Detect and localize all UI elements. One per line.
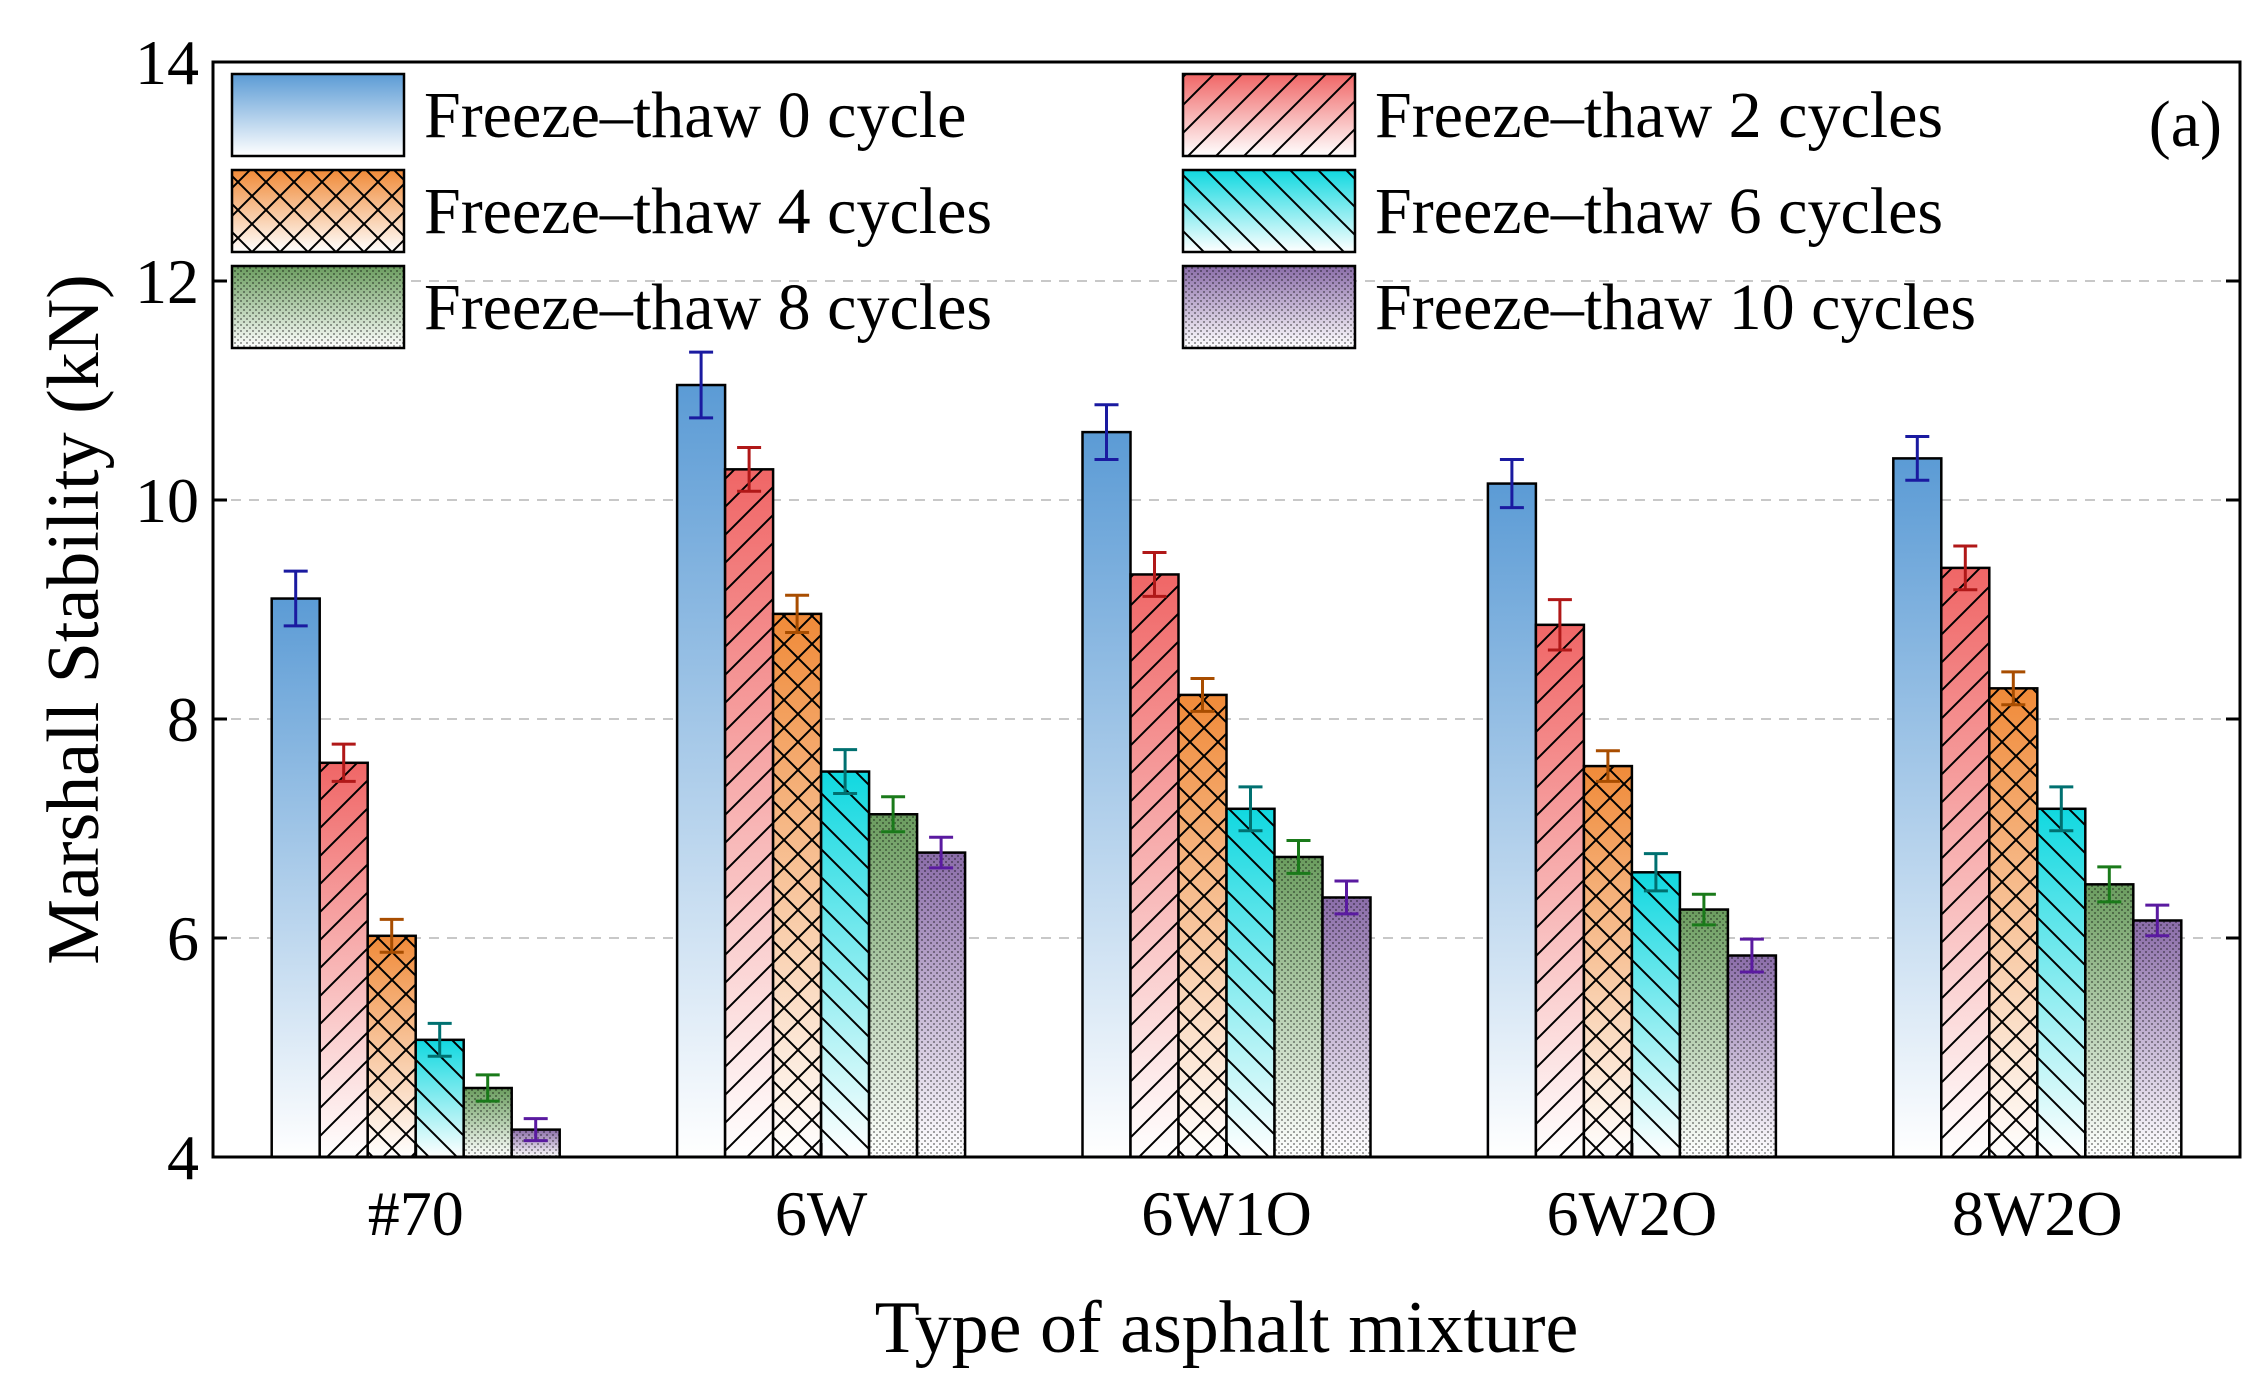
x-tick-label: 6W [775,1178,868,1249]
error-bar [1905,434,1930,482]
error-bar [1547,598,1572,652]
legend-swatch-pattern [1183,170,1355,252]
legend: Freeze–thaw 0 cycle Freeze–thaw 2 cycles F… [230,72,1976,350]
y-tick-label: 6 [167,903,199,974]
legend-item: Freeze–thaw 0 cycle [230,72,966,158]
bar-pattern [1631,872,1680,1157]
bar-pattern [1322,897,1371,1157]
bar-pattern [319,762,368,1157]
bar [675,383,727,1159]
bar-pattern [415,1039,464,1157]
bar-pattern [2037,808,2086,1157]
bar-pattern [2133,920,2182,1157]
bar-pattern [725,469,774,1158]
error-bar [833,748,858,795]
error-bar [1691,892,1716,927]
error-bar [1499,457,1524,510]
error-bar [1643,852,1668,893]
bar [1486,482,1538,1159]
error-bar [2097,865,2122,904]
legend-label: Freeze–thaw 2 cycles [1375,79,1943,152]
error-bar [1142,551,1167,598]
bar-pattern [1178,694,1227,1157]
error-bar [331,742,356,783]
legend-label: Freeze–thaw 8 cycles [424,271,992,344]
bar-pattern [1130,574,1179,1157]
bar-pattern [1989,688,2038,1157]
bar [1892,457,1943,1159]
bar-pattern [1679,909,1728,1157]
bar-pattern [869,814,918,1157]
legend-label: Freeze–thaw 10 cycles [1375,271,1976,344]
error-bar [785,593,810,634]
legend-item: Freeze–thaw 10 cycles [1181,264,1976,350]
x-axis-title: Type of asphalt mixture [875,1287,1579,1369]
error-bar [1334,879,1359,916]
bar-pattern [821,771,870,1157]
error-bar [1238,785,1263,833]
bar-pattern [917,852,966,1157]
bar-pattern [1941,567,1990,1157]
legend-label: Freeze–thaw 0 cycle [424,79,966,152]
error-bar [1595,749,1620,783]
error-bar [1094,403,1119,461]
panel-label: (a) [2149,88,2222,161]
error-bar [475,1073,500,1103]
x-tick-label: 6W1O [1141,1178,1312,1249]
error-bar [2049,785,2074,833]
y-tick-label: 8 [167,684,199,755]
error-bars [283,350,2170,1143]
y-tick-label: 14 [135,27,199,98]
legend-swatch-pattern [1183,74,1355,156]
legend-swatch-pattern [1183,266,1355,348]
x-tick-label: 8W2O [1952,1178,2123,1249]
legend-swatch-pattern [232,266,404,348]
error-bar [881,795,906,834]
x-tick-label: 6W2O [1547,1178,1718,1249]
error-bar [1739,937,1764,974]
bar-pattern [1274,856,1323,1157]
error-bar [1953,544,1978,592]
error-bar [1190,676,1215,713]
error-bar [379,917,404,954]
error-bar [689,350,714,420]
bar-pattern [1727,955,1776,1157]
bar-pattern [367,935,416,1157]
legend-label: Freeze–thaw 6 cycles [1375,175,1943,248]
legend-item: Freeze–thaw 6 cycles [1181,168,1943,254]
error-bar [283,569,308,628]
error-bar [427,1021,452,1058]
y-tick-label: 12 [135,246,199,317]
error-bar [2145,903,2170,938]
bar-pattern [1535,624,1584,1157]
error-bar [1286,839,1311,875]
legend-swatch [230,72,406,158]
axes: 4 6 8 10 12 14 #70 6W 6W1O 6W2O 8W2O [135,27,2240,1249]
x-tick-label: #70 [368,1178,464,1249]
bar-pattern [773,613,822,1157]
y-tick-label: 10 [135,465,199,536]
error-bar [737,445,762,493]
y-tick-label: 4 [167,1122,199,1193]
legend-item: Freeze–thaw 8 cycles [230,264,992,350]
y-axis-title: Marshall Stability (kN) [33,274,115,965]
bar-pattern [2085,884,2134,1157]
error-bar [2001,670,2026,707]
legend-swatch-pattern [232,170,404,252]
error-bar [929,835,954,870]
bar [270,597,321,1159]
bar-pattern [1583,766,1632,1157]
bar [1081,430,1132,1159]
error-bar [523,1117,548,1143]
legend-label: Freeze–thaw 4 cycles [424,175,992,248]
bar-pattern [1226,808,1275,1157]
bars [270,383,2183,1159]
legend-item: Freeze–thaw 2 cycles [1181,72,1943,158]
legend-item: Freeze–thaw 4 cycles [230,168,992,254]
